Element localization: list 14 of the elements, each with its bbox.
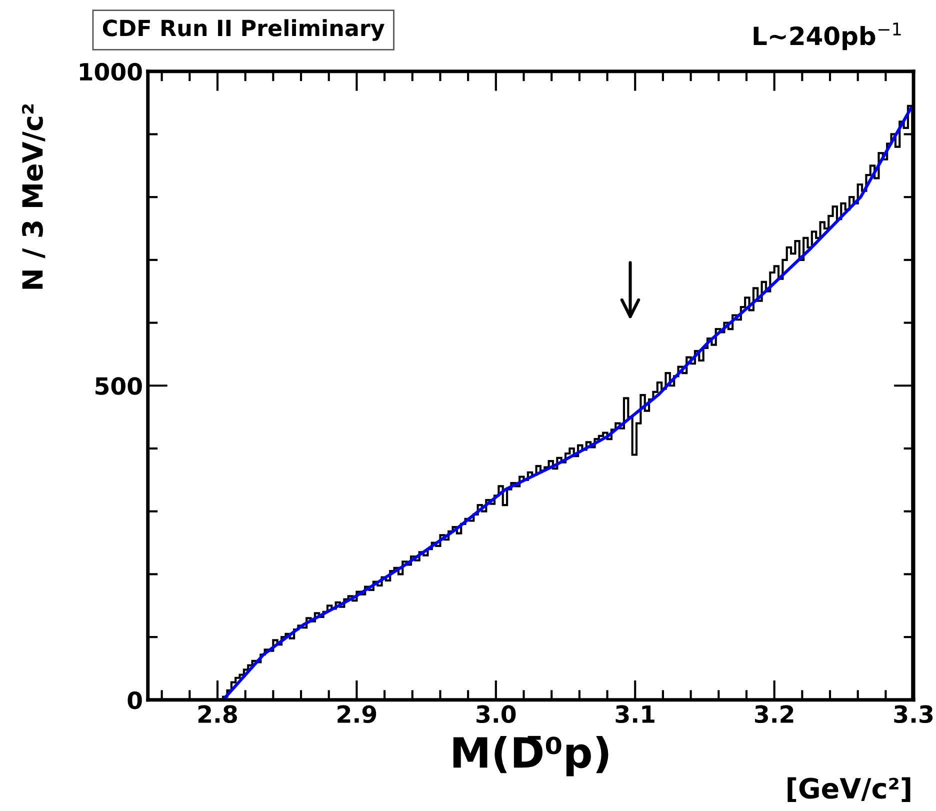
x-tick-label: 3.1 <box>616 705 654 724</box>
x-tick-label: 2.8 <box>198 705 237 724</box>
y-tick-label: 0 <box>128 691 142 710</box>
y-tick-label: 1000 <box>80 62 142 81</box>
x-tick-label: 2.9 <box>338 705 376 724</box>
x-tick-label: 3.0 <box>476 705 516 724</box>
text: CDF Run II Preliminary <box>102 19 384 41</box>
text: [GeV/c²] <box>788 777 910 802</box>
x-tick-label: 3.2 <box>754 705 794 724</box>
x-axis-title: M(D̄⁰p) <box>453 736 608 776</box>
y-tick-label: 500 <box>96 377 142 395</box>
x-tick-label: 3.3 <box>894 705 933 724</box>
y-axis-title: N / 3 MeV/c² <box>22 104 46 289</box>
text: L~240pb$^{−1}$ <box>754 22 901 50</box>
